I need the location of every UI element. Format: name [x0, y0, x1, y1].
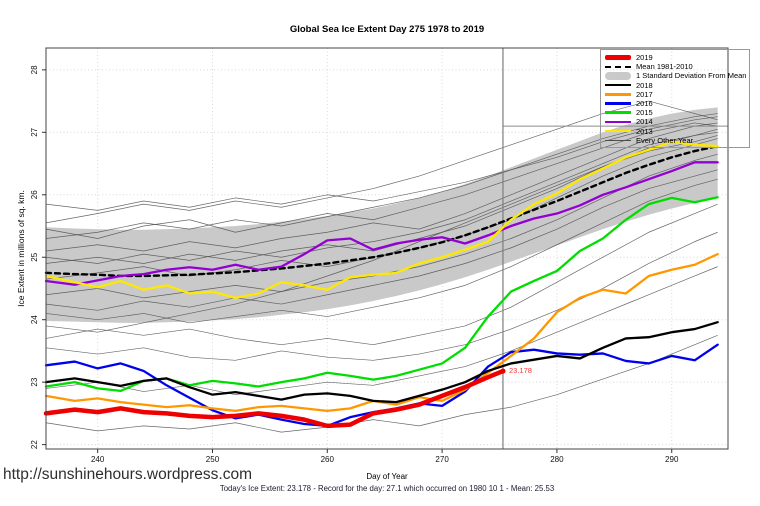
legend-item-2017: 2017: [605, 90, 745, 99]
every-other-year-line: [45, 122, 718, 252]
every-other-year-line: [45, 131, 718, 264]
every-other-year-line: [45, 231, 718, 361]
legend-item-every-other-year: Every Other Year: [605, 136, 745, 145]
x-tick-label: 280: [550, 455, 564, 464]
current-value-label: 23.178: [509, 366, 532, 375]
every-other-year-line: [45, 266, 718, 396]
plot-frame: [45, 47, 729, 450]
legend-item-mean-1981-2010: Mean 1981-2010: [605, 62, 745, 71]
y-tick-label: 24: [30, 315, 39, 324]
series-2017: [44, 252, 719, 413]
y-tick-label: 25: [30, 252, 39, 261]
legend-label: Every Other Year: [636, 135, 694, 145]
y-tick-label: 26: [30, 190, 39, 199]
series-mean-1981-2010: [44, 144, 719, 278]
every-other-year-line: [45, 116, 718, 211]
y-tick-label: 28: [30, 65, 39, 74]
legend-swatch: [605, 120, 631, 124]
legend-swatch: [605, 111, 631, 114]
legend-item-2018: 2018: [605, 81, 745, 90]
legend-swatch: [605, 65, 631, 68]
every-other-year-line: [45, 100, 718, 224]
legend-item-2014: 2014: [605, 117, 745, 126]
series-2018: [44, 321, 719, 404]
legend-label: 1 Standard Deviation From Mean: [636, 71, 747, 81]
y-tick-label: 27: [30, 127, 39, 136]
legend-label: 2017: [636, 89, 653, 99]
series-2014: [44, 161, 719, 286]
legend-swatch: [605, 93, 631, 96]
y-axis-title: Ice Extent in millions of sq. km.: [16, 190, 26, 307]
y-tick-label: 23: [30, 377, 39, 386]
legend-swatch: [605, 55, 631, 61]
legend-label: 2016: [636, 99, 653, 109]
every-other-year-line: [45, 169, 718, 311]
legend-swatch: [605, 71, 631, 80]
watermark-url: http://sunshinehours.wordpress.com: [3, 466, 252, 483]
x-tick-label: 270: [435, 455, 449, 464]
legend: 2019 Mean 1981-2010 1 Standard Deviation F…: [600, 49, 750, 148]
x-tick-label: 240: [91, 455, 105, 464]
legend-item-2019: 2019: [605, 53, 745, 62]
legend-label: 2019: [636, 53, 653, 63]
x-tick-label: 260: [321, 455, 335, 464]
chart-title: Global Sea Ice Extent Day 275 1978 to 20…: [289, 24, 485, 35]
legend-swatch: [605, 129, 631, 133]
x-tick-label: 250: [206, 455, 220, 464]
y-tick-label: 22: [30, 440, 39, 449]
legend-swatch: [605, 83, 631, 87]
legend-item-2016: 2016: [605, 99, 745, 108]
legend-label: 2014: [636, 117, 653, 127]
legend-label: 2013: [636, 126, 653, 136]
legend-label: Mean 1981-2010: [636, 62, 693, 72]
legend-label: 2015: [636, 108, 653, 118]
legend-item-1-standard-deviation-from-mean: 1 Standard Deviation From Mean: [605, 71, 747, 81]
every-other-year-line: [45, 203, 718, 346]
today-point: [500, 368, 506, 374]
series-2019: [43, 368, 506, 429]
legend-swatch: [605, 102, 631, 105]
legend-label: 2018: [636, 80, 653, 90]
every-other-year-line: [45, 135, 718, 333]
legend-item-2015: 2015: [605, 108, 745, 117]
x-tick-label: 290: [665, 455, 679, 464]
every-other-year-line: [45, 334, 718, 433]
series-2013: [44, 140, 719, 299]
legend-item-2013: 2013: [605, 127, 745, 136]
footer-caption: Today's Ice Extent: 23.178 - Record for …: [219, 484, 555, 493]
legend-swatch: [605, 139, 631, 141]
x-axis-title: Day of Year: [366, 472, 408, 481]
